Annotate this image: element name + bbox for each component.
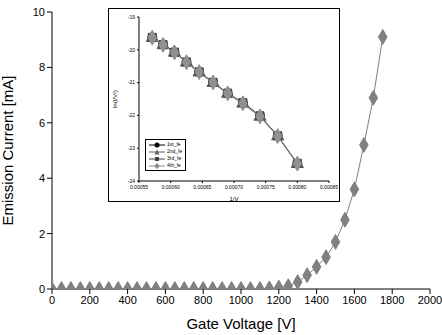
svg-text:-23: -23 bbox=[128, 145, 135, 151]
svg-text:1600: 1600 bbox=[342, 294, 366, 306]
svg-text:2000: 2000 bbox=[418, 294, 434, 306]
svg-text:-21: -21 bbox=[128, 79, 135, 85]
svg-text:-19: -19 bbox=[128, 14, 135, 20]
svg-text:-20: -20 bbox=[128, 47, 135, 53]
svg-text:0: 0 bbox=[39, 283, 45, 295]
html-text:1st_fe: 1st_fe bbox=[167, 141, 181, 147]
svg-text:0.00070: 0.00070 bbox=[225, 184, 243, 190]
svg-text:1/V: 1/V bbox=[229, 196, 238, 201]
svg-text:0.00075: 0.00075 bbox=[257, 184, 275, 190]
svg-text:1000: 1000 bbox=[229, 294, 253, 306]
svg-text:0.00065: 0.00065 bbox=[193, 184, 211, 190]
svg-text:Emission Current [mA]: Emission Current [mA] bbox=[8, 75, 16, 225]
svg-text:2: 2 bbox=[39, 228, 45, 240]
svg-text:1200: 1200 bbox=[267, 294, 291, 306]
svg-text:ln(I/V²): ln(I/V²) bbox=[112, 90, 118, 108]
svg-text:1400: 1400 bbox=[304, 294, 328, 306]
svg-text:1800: 1800 bbox=[380, 294, 404, 306]
svg-text:Gate Voltage [V]: Gate Voltage [V] bbox=[186, 315, 295, 332]
svg-text:0.00080: 0.00080 bbox=[288, 184, 306, 190]
svg-text:600: 600 bbox=[156, 294, 174, 306]
svg-text:-24: -24 bbox=[128, 178, 135, 184]
svg-text:10: 10 bbox=[33, 6, 45, 18]
html-text:3rd_fe: 3rd_fe bbox=[167, 155, 182, 161]
svg-text:-22: -22 bbox=[128, 112, 135, 118]
svg-text:4: 4 bbox=[39, 172, 45, 184]
svg-text:0.00055: 0.00055 bbox=[130, 184, 148, 190]
html-text:4th_fe: 4th_fe bbox=[167, 162, 181, 168]
svg-text:8: 8 bbox=[39, 61, 45, 73]
svg-text:400: 400 bbox=[118, 294, 136, 306]
svg-text:800: 800 bbox=[194, 294, 212, 306]
svg-text:0.00085: 0.00085 bbox=[320, 184, 338, 190]
svg-text:0: 0 bbox=[49, 294, 55, 306]
svg-text:0.00060: 0.00060 bbox=[162, 184, 180, 190]
svg-text:200: 200 bbox=[81, 294, 99, 306]
svg-text:6: 6 bbox=[39, 117, 45, 129]
html-text:2nd_fe: 2nd_fe bbox=[167, 148, 183, 154]
